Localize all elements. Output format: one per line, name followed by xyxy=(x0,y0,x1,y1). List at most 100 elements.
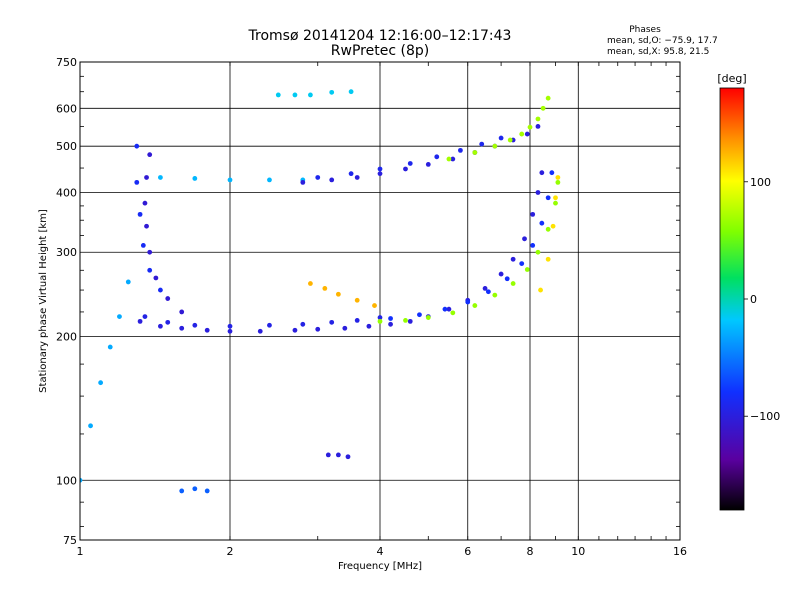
data-point xyxy=(388,316,393,321)
data-point xyxy=(88,423,93,429)
data-point xyxy=(442,306,448,312)
data-points xyxy=(80,89,561,494)
colorbar-tick-label: 100 xyxy=(750,176,771,189)
data-point xyxy=(527,124,533,130)
y-axis-label: Stationary phase Virtual Height [km] xyxy=(38,209,49,393)
data-point xyxy=(147,152,153,158)
data-point xyxy=(348,89,354,95)
data-point xyxy=(267,177,272,183)
data-point xyxy=(425,161,431,167)
data-point xyxy=(137,211,143,217)
data-point xyxy=(204,327,210,333)
data-point xyxy=(417,312,422,318)
data-point xyxy=(275,92,281,98)
data-point xyxy=(524,131,530,137)
data-point xyxy=(555,175,561,180)
y-tick-label: 200 xyxy=(56,330,77,343)
axis-ticks: 1 2 4 6 8 10 16 75 100 200 300 400 500 600 750 xyxy=(56,56,687,558)
data-point xyxy=(107,344,113,350)
data-point xyxy=(140,243,146,248)
data-point xyxy=(446,156,452,162)
data-point xyxy=(434,154,440,160)
data-point xyxy=(308,281,313,286)
data-point xyxy=(388,321,393,327)
data-point xyxy=(227,328,233,334)
data-point xyxy=(407,161,413,166)
data-point xyxy=(292,327,298,333)
data-point xyxy=(539,220,545,226)
data-point xyxy=(377,318,383,324)
y-tick-label: 400 xyxy=(56,186,77,199)
data-point xyxy=(142,200,148,206)
x-tick-label: 8 xyxy=(527,545,534,558)
data-point xyxy=(446,306,452,312)
data-point xyxy=(372,303,377,308)
data-point xyxy=(315,175,321,180)
data-point xyxy=(549,170,555,176)
data-point xyxy=(553,200,558,206)
data-point xyxy=(545,95,551,101)
colorbar-tick-label: −100 xyxy=(750,410,780,423)
data-point xyxy=(137,318,143,324)
data-point xyxy=(179,325,185,331)
data-point xyxy=(472,150,478,155)
data-point xyxy=(267,322,272,328)
data-point xyxy=(292,92,298,98)
data-point xyxy=(535,249,541,255)
x-axis-label: Frequency [MHz] xyxy=(338,561,422,572)
colorbar xyxy=(719,87,745,511)
data-point xyxy=(144,175,149,180)
data-point xyxy=(315,326,321,332)
y-tick-label: 500 xyxy=(56,140,77,153)
data-point xyxy=(117,314,122,320)
x-tick-label: 4 xyxy=(377,545,384,558)
x-tick-label: 10 xyxy=(571,545,585,558)
y-tick-label: 750 xyxy=(56,56,77,69)
data-point xyxy=(192,322,198,328)
data-point xyxy=(535,123,541,129)
data-point xyxy=(377,171,383,177)
data-point xyxy=(492,143,498,149)
grid xyxy=(80,62,680,540)
y-tick-label: 75 xyxy=(63,534,77,547)
data-point xyxy=(535,116,541,122)
data-point xyxy=(472,303,478,308)
data-point xyxy=(158,287,163,293)
colorbar-label: [deg] xyxy=(717,72,746,85)
data-point xyxy=(335,291,341,297)
data-point xyxy=(165,296,171,301)
data-point xyxy=(535,190,541,195)
data-point xyxy=(519,131,525,137)
stats-heading: Phases xyxy=(629,25,661,35)
data-point xyxy=(539,170,545,176)
colorbar-tick-label: 0 xyxy=(750,293,757,306)
data-point xyxy=(227,323,233,329)
data-point xyxy=(540,105,546,111)
stats-line-x: mean, sd,X: 95.8, 21.5 xyxy=(607,47,709,57)
data-point xyxy=(325,452,331,458)
data-point xyxy=(227,177,233,183)
data-point xyxy=(519,261,525,266)
data-point xyxy=(498,271,504,277)
data-point xyxy=(510,281,516,286)
data-point xyxy=(345,454,351,460)
data-point xyxy=(300,321,306,327)
data-point xyxy=(403,318,408,323)
data-point xyxy=(403,166,408,172)
y-tick-label: 600 xyxy=(56,102,77,115)
data-point xyxy=(479,141,485,147)
data-point xyxy=(192,176,198,181)
data-point xyxy=(335,452,341,458)
x-tick-label: 16 xyxy=(673,545,687,558)
data-point xyxy=(257,328,263,334)
data-point xyxy=(147,267,153,273)
data-point xyxy=(192,486,198,492)
data-point xyxy=(144,223,149,229)
data-point xyxy=(510,256,516,262)
chart-title: Tromsø 20141204 12:16:00–12:17:43 xyxy=(248,28,512,44)
data-point xyxy=(329,89,335,95)
data-point xyxy=(485,289,491,295)
data-point xyxy=(504,276,510,282)
data-point xyxy=(300,179,306,185)
